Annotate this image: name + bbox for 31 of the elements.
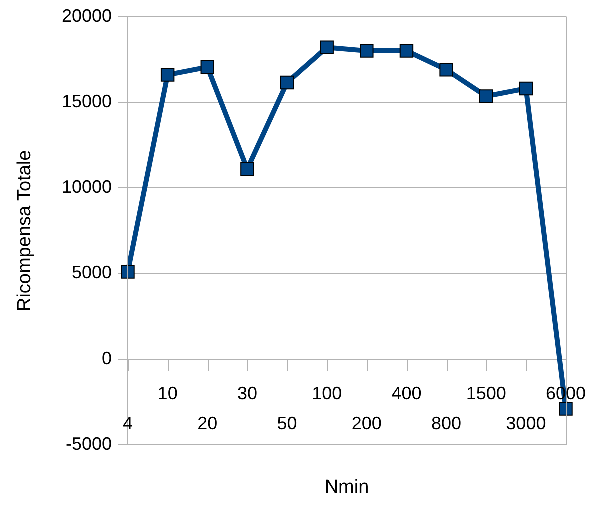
- y-tick-label: 5000: [72, 262, 112, 283]
- point: [320, 40, 334, 54]
- x-tick-label: 800: [432, 413, 462, 434]
- y-tick-label: 0: [102, 348, 112, 368]
- y-tick-label: 20000: [62, 6, 112, 26]
- point: [519, 82, 534, 96]
- y-axis-title: Ricompensa Totale: [14, 150, 36, 312]
- x-tick-label: 100: [312, 383, 342, 404]
- x-tick-label: 3000: [506, 413, 546, 434]
- point: [121, 265, 135, 279]
- x-tick-label: 4: [122, 413, 134, 434]
- point: [240, 162, 254, 176]
- point: [440, 63, 454, 77]
- x-axis-title: Nmin: [324, 476, 370, 498]
- point: [480, 90, 494, 104]
- point: [200, 60, 214, 74]
- y-tick-label: 15000: [62, 91, 112, 112]
- x-tick-label: 10: [158, 383, 178, 404]
- y-tick-label: -5000: [66, 434, 112, 454]
- x-tick-label: 30: [237, 383, 258, 404]
- point: [160, 68, 175, 82]
- point: [559, 402, 573, 416]
- point: [280, 76, 294, 90]
- point: [360, 44, 374, 58]
- x-tick-label: 400: [392, 383, 422, 404]
- x-tick-label: 200: [352, 413, 382, 434]
- y-tick-label: 10000: [62, 177, 112, 198]
- x-tick-label: 1500: [466, 383, 506, 404]
- x-tick-label: 20: [198, 413, 218, 434]
- point: [400, 44, 414, 58]
- x-tick-label: 50: [277, 413, 298, 434]
